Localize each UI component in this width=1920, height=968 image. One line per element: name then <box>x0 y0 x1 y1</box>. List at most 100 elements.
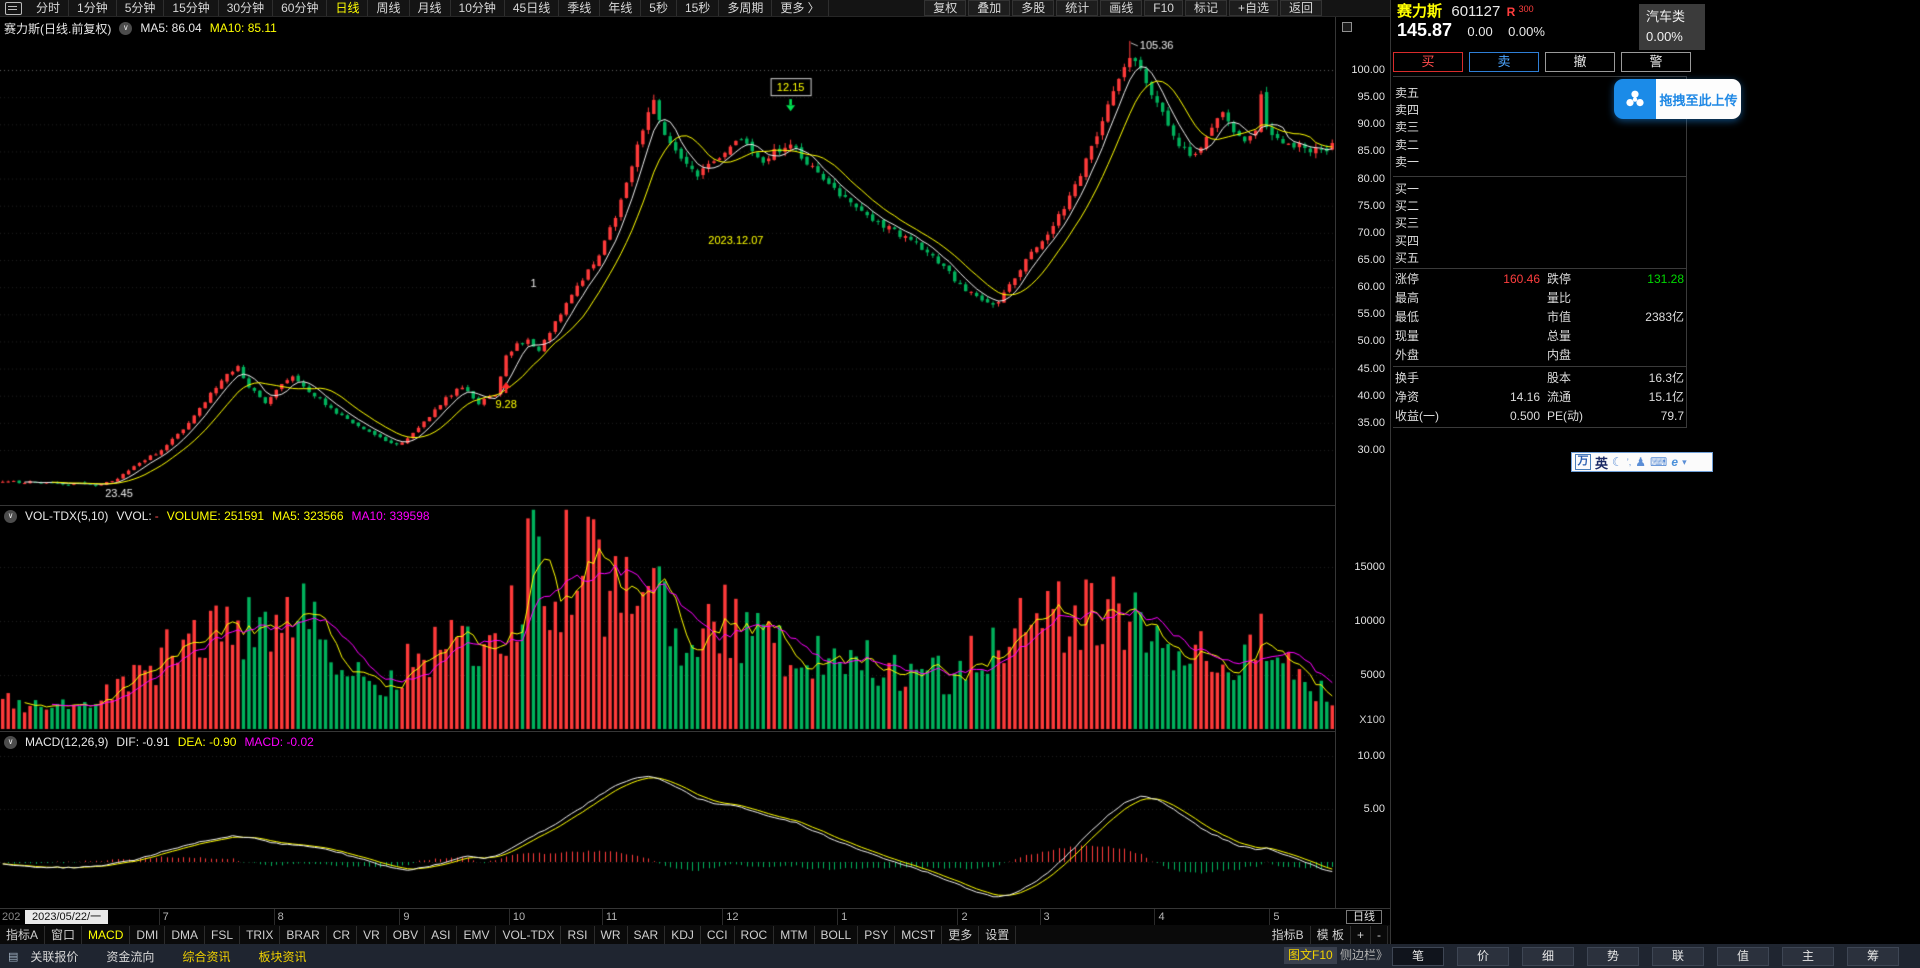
period-tab-45日线[interactable]: 45日线 <box>505 0 560 16</box>
indicator-tab--[interactable]: - <box>1371 925 1388 944</box>
indicator-tab-ASI[interactable]: ASI <box>425 925 458 944</box>
sidebar-tab-筹[interactable]: 筹 <box>1847 947 1899 966</box>
f10-button[interactable]: 图文F10 <box>1284 947 1337 964</box>
indicator-tab-更多[interactable]: 更多 <box>942 925 980 944</box>
sidebar-tab-联[interactable]: 联 <box>1652 947 1704 966</box>
indicator-tab-TRIX[interactable]: TRIX <box>240 925 281 944</box>
indicator-tab-CR[interactable]: CR <box>327 925 358 944</box>
sidebar-tab-值[interactable]: 值 <box>1717 947 1769 966</box>
status-item-综合资讯[interactable]: 综合资讯 <box>182 949 231 964</box>
macd-canvas[interactable] <box>0 732 1335 908</box>
period-tab-多周期[interactable]: 多周期 <box>719 0 773 16</box>
ime-dropdown-icon[interactable]: ▾ <box>1682 456 1687 467</box>
sidebar-tab-笔[interactable]: 笔 <box>1392 947 1444 966</box>
tool-+自选[interactable]: +自选 <box>1228 0 1278 16</box>
indicator-tab-VR[interactable]: VR <box>357 925 387 944</box>
month-tick <box>837 909 839 925</box>
tool-统计[interactable]: 统计 <box>1056 0 1099 16</box>
tool-叠加[interactable]: 叠加 <box>968 0 1011 16</box>
sidebar-tab-主[interactable]: 主 <box>1782 947 1834 966</box>
indicator-tab-VOL-TDX[interactable]: VOL-TDX <box>496 925 562 944</box>
indicator-tab-MACD[interactable]: MACD <box>82 925 131 944</box>
indicator-tab-PSY[interactable]: PSY <box>858 925 896 944</box>
ime-person-icon[interactable]: ♟ <box>1635 455 1647 469</box>
order-button-卖[interactable]: 卖 <box>1469 52 1539 72</box>
order-button-警[interactable]: 警 <box>1621 52 1691 72</box>
quote-panel: 赛力斯 601127 R 300 145.87 0.00 0.00% 汽车类 0… <box>1390 0 1920 944</box>
divider <box>1393 427 1687 428</box>
period-tab-更多 〉[interactable]: 更多 〉 <box>772 0 829 16</box>
tool-返回[interactable]: 返回 <box>1279 0 1322 16</box>
chevron-down-icon[interactable]: ∨ <box>4 509 17 523</box>
period-indicator[interactable]: 日线 <box>1346 910 1382 924</box>
period-tab-10分钟[interactable]: 10分钟 <box>451 0 505 16</box>
indicator-tab-FSL[interactable]: FSL <box>205 925 241 944</box>
indicator-tab-窗口[interactable]: 窗口 <box>45 925 83 944</box>
pane-restore-icon[interactable] <box>1342 22 1352 32</box>
indicator-tab-WR[interactable]: WR <box>595 925 628 944</box>
indicator-tab-MTM[interactable]: MTM <box>774 925 815 944</box>
period-tab-季线[interactable]: 季线 <box>559 0 601 16</box>
chevron-down-icon[interactable]: ∨ <box>119 21 133 35</box>
tool-画线[interactable]: 画线 <box>1100 0 1143 16</box>
period-tab-5分钟[interactable]: 5分钟 <box>117 0 165 16</box>
indicator-tab-RSI[interactable]: RSI <box>561 925 595 944</box>
sidebar-toggle[interactable]: 侧边栏》 <box>1340 948 1389 962</box>
period-tab-15分钟[interactable]: 15分钟 <box>164 0 219 16</box>
tool-复权[interactable]: 复权 <box>924 0 967 16</box>
indicator-tab-模 板[interactable]: 模 板 <box>1311 925 1351 944</box>
status-item-关联报价[interactable]: 关联报价 <box>30 949 79 964</box>
period-tab-日线[interactable]: 日线 <box>327 0 369 16</box>
indicator-tab-指标A[interactable]: 指标A <box>0 925 46 944</box>
indicator-tab-+[interactable]: + <box>1351 925 1371 944</box>
period-tab-月线[interactable]: 月线 <box>410 0 451 16</box>
indicator-tab-EMV[interactable]: EMV <box>457 925 497 944</box>
chevron-down-icon[interactable]: ∨ <box>4 735 17 749</box>
upload-drop-button[interactable]: 拖拽至此上传 <box>1614 79 1741 119</box>
indicator-tab-设置[interactable]: 设置 <box>979 925 1017 944</box>
sidebar-tab-势[interactable]: 势 <box>1587 947 1639 966</box>
period-tab-60分钟[interactable]: 60分钟 <box>273 0 328 16</box>
stat-label: 跌停 <box>1547 272 1572 286</box>
period-tab-周线[interactable]: 周线 <box>368 0 410 16</box>
indicator-tab-KDJ[interactable]: KDJ <box>665 925 701 944</box>
period-tab-30分钟[interactable]: 30分钟 <box>219 0 274 16</box>
indicator-tab-SAR[interactable]: SAR <box>628 925 666 944</box>
ime-moon-icon[interactable]: ☾ <box>1612 455 1623 469</box>
indicator-tab-DMA[interactable]: DMA <box>165 925 206 944</box>
tool-多股[interactable]: 多股 <box>1012 0 1055 16</box>
ime-keyboard-icon[interactable]: ⌨ <box>1650 455 1668 469</box>
app-menu-icon[interactable] <box>5 1 22 15</box>
date-axis[interactable]: 202 2023/05/22/一 日线 7 8 9 10 11 12 1 2 3 4 5 <box>0 908 1390 925</box>
period-tab-分时[interactable]: 分时 <box>28 0 70 16</box>
indicator-tab-BOLL[interactable]: BOLL <box>815 925 859 944</box>
volume-canvas[interactable] <box>0 506 1335 731</box>
indicator-tab-CCI[interactable]: CCI <box>701 925 735 944</box>
ime-punct-icon[interactable]: ’, <box>1626 457 1632 467</box>
order-button-买[interactable]: 买 <box>1393 52 1463 72</box>
tool-F10[interactable]: F10 <box>1144 0 1183 16</box>
period-tab-15秒[interactable]: 15秒 <box>677 0 720 16</box>
sidebar-tab-细[interactable]: 细 <box>1522 947 1574 966</box>
tool-标记[interactable]: 标记 <box>1184 0 1227 16</box>
order-button-撤[interactable]: 撤 <box>1545 52 1615 72</box>
indicator-tab-DMI[interactable]: DMI <box>130 925 166 944</box>
kline-canvas[interactable] <box>0 17 1335 505</box>
sidebar-tab-价[interactable]: 价 <box>1457 947 1509 966</box>
indicator-tab-ROC[interactable]: ROC <box>735 925 775 944</box>
sector-badge[interactable]: 汽车类 0.00% <box>1639 4 1705 50</box>
indicator-tab-OBV[interactable]: OBV <box>387 925 426 944</box>
ime-wan[interactable]: 万 <box>1575 454 1591 470</box>
ime-ie-icon[interactable]: e <box>1671 455 1679 469</box>
indicator-tab-MCST[interactable]: MCST <box>895 925 943 944</box>
period-tab-5秒[interactable]: 5秒 <box>641 0 677 16</box>
ime-eng[interactable]: 英 <box>1595 455 1609 471</box>
period-tab-年线[interactable]: 年线 <box>600 0 642 16</box>
indicator-tab-指标B[interactable]: 指标B <box>1266 925 1311 944</box>
status-item-资金流向[interactable]: 资金流向 <box>106 949 155 964</box>
status-bar: ▤ 关联报价 资金流向 综合资讯 板块资讯 图文F10 侧边栏》 笔价细势联值主筹 <box>0 944 1920 968</box>
input-method-toolbar[interactable]: 万英 ☾’, ♟ ⌨ e ▾ <box>1571 452 1713 472</box>
status-item-板块资讯[interactable]: 板块资讯 <box>258 949 307 964</box>
indicator-tab-BRAR[interactable]: BRAR <box>280 925 327 944</box>
period-tab-1分钟[interactable]: 1分钟 <box>69 0 117 16</box>
